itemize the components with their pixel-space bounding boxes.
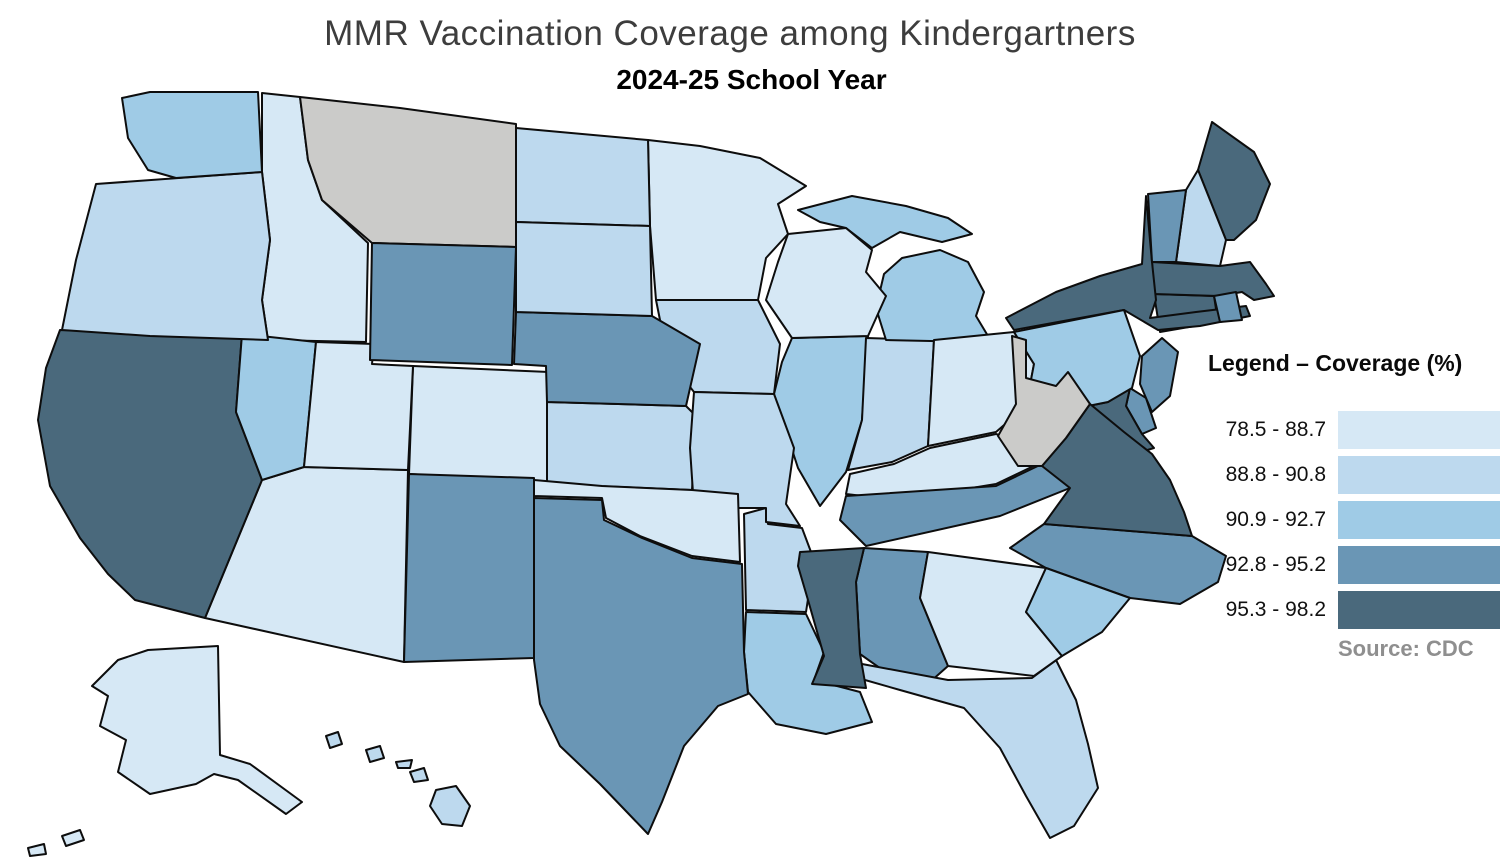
- state-rhode-island: [1213, 291, 1243, 323]
- state-alaska: [27, 843, 47, 857]
- state-nebraska: [513, 311, 701, 407]
- figure-title: MMR Vaccination Coverage among Kindergar…: [324, 14, 1136, 53]
- state-new-jersey: [1139, 337, 1179, 413]
- state-new-york: [1005, 195, 1251, 331]
- state-michigan: [875, 249, 989, 343]
- figure-subtitle: 2024-25 School Year: [616, 64, 887, 95]
- state-north-carolina: [1009, 523, 1227, 605]
- state-vermont: [1147, 189, 1187, 263]
- legend-row-3: 92.8 - 95.2: [1208, 546, 1500, 584]
- legend-rows: 78.5 - 88.7 88.8 - 90.8 90.9 - 92.7 92.8 - …: [1208, 411, 1500, 629]
- state-north-dakota: [515, 127, 651, 227]
- state-south-dakota: [515, 221, 653, 317]
- legend-bin-label: 88.8 - 90.8: [1225, 463, 1326, 486]
- state-alaska: [61, 829, 85, 847]
- state-oklahoma: [533, 479, 741, 563]
- legend-row-4: 95.3 - 98.2: [1208, 591, 1500, 629]
- state-wisconsin: [765, 227, 887, 339]
- state-new-mexico: [403, 473, 535, 663]
- state-oregon: [61, 171, 271, 341]
- legend-bin-swatch: [1338, 501, 1500, 539]
- state-wyoming: [369, 242, 517, 366]
- legend-bin-label: 90.9 - 92.7: [1225, 508, 1326, 531]
- state-tennessee: [839, 463, 1071, 547]
- legend-bin-swatch: [1338, 546, 1500, 584]
- state-michigan: [797, 195, 973, 249]
- legend-bin-label: 95.3 - 98.2: [1225, 598, 1326, 621]
- state-mississippi: [797, 547, 867, 689]
- state-colorado: [408, 365, 550, 483]
- legend-row-0: 78.5 - 88.7: [1208, 411, 1500, 449]
- state-nevada: [235, 333, 317, 481]
- legend-bin-label: 78.5 - 88.7: [1225, 418, 1326, 441]
- state-massachusetts: [1151, 261, 1275, 301]
- legend-bin-swatch: [1338, 591, 1500, 629]
- state-south-carolina: [1025, 567, 1131, 657]
- legend: Legend – Coverage (%) 78.5 - 88.7 88.8 - …: [1208, 350, 1500, 662]
- source-label: Source: CDC: [1338, 636, 1474, 661]
- state-washington: [121, 91, 263, 179]
- state-kansas: [546, 401, 697, 491]
- state-hawaii: [409, 767, 429, 783]
- state-hawaii: [365, 745, 385, 763]
- state-alaska: [91, 645, 303, 815]
- state-west-virginia: [997, 335, 1091, 467]
- state-texas: [533, 497, 749, 835]
- legend-bin-swatch: [1338, 456, 1500, 494]
- legend-row-1: 88.8 - 90.8: [1208, 456, 1500, 494]
- state-florida: [857, 659, 1099, 839]
- state-hawaii: [429, 785, 471, 827]
- state-hawaii: [395, 759, 413, 769]
- legend-bin-label: 92.8 - 95.2: [1225, 553, 1326, 576]
- state-hawaii: [325, 731, 343, 749]
- legend-row-2: 90.9 - 92.7: [1208, 501, 1500, 539]
- legend-title: Legend – Coverage (%): [1208, 350, 1463, 376]
- legend-bin-swatch: [1338, 411, 1500, 449]
